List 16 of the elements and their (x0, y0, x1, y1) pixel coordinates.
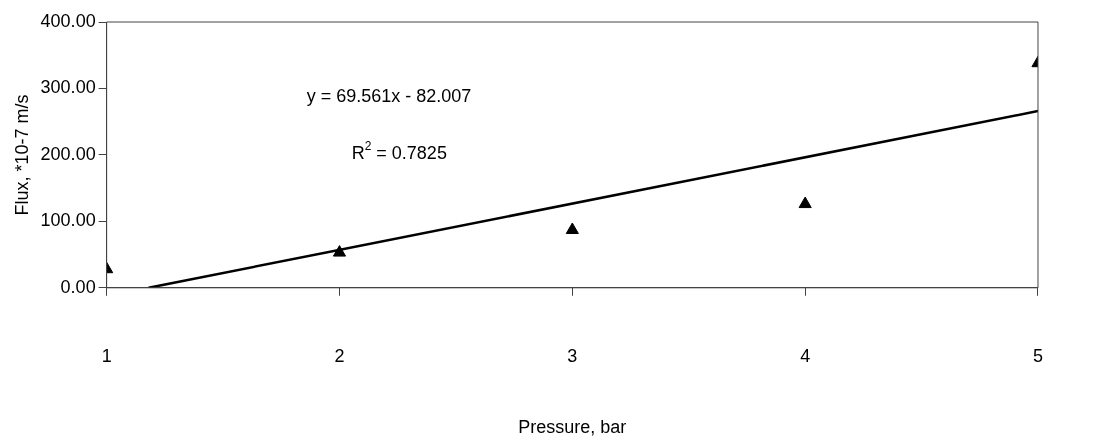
point (798, 196, 812, 209)
x-tick-label: 2 (334, 345, 345, 366)
y-tick-label: 200.00 (40, 143, 96, 164)
x-tick-label: 5 (1032, 345, 1043, 366)
annotation: y = 69.561x - 82.007 (306, 86, 472, 106)
y-tick-label: 300.00 (40, 77, 96, 98)
y-tick-label: 0.00 (60, 276, 96, 297)
y-tick-label: 100.00 (40, 210, 96, 231)
y-tick-label: 400.00 (40, 10, 96, 31)
x-tick-label: 3 (567, 345, 578, 366)
y-axis-title: Flux, *10-7 m/s (11, 94, 32, 216)
x-axis-title: Pressure, bar (518, 417, 627, 438)
x-tick-label: 1 (101, 345, 112, 366)
point (332, 245, 347, 257)
x-tick-label: 4 (800, 345, 811, 366)
point (565, 222, 579, 234)
